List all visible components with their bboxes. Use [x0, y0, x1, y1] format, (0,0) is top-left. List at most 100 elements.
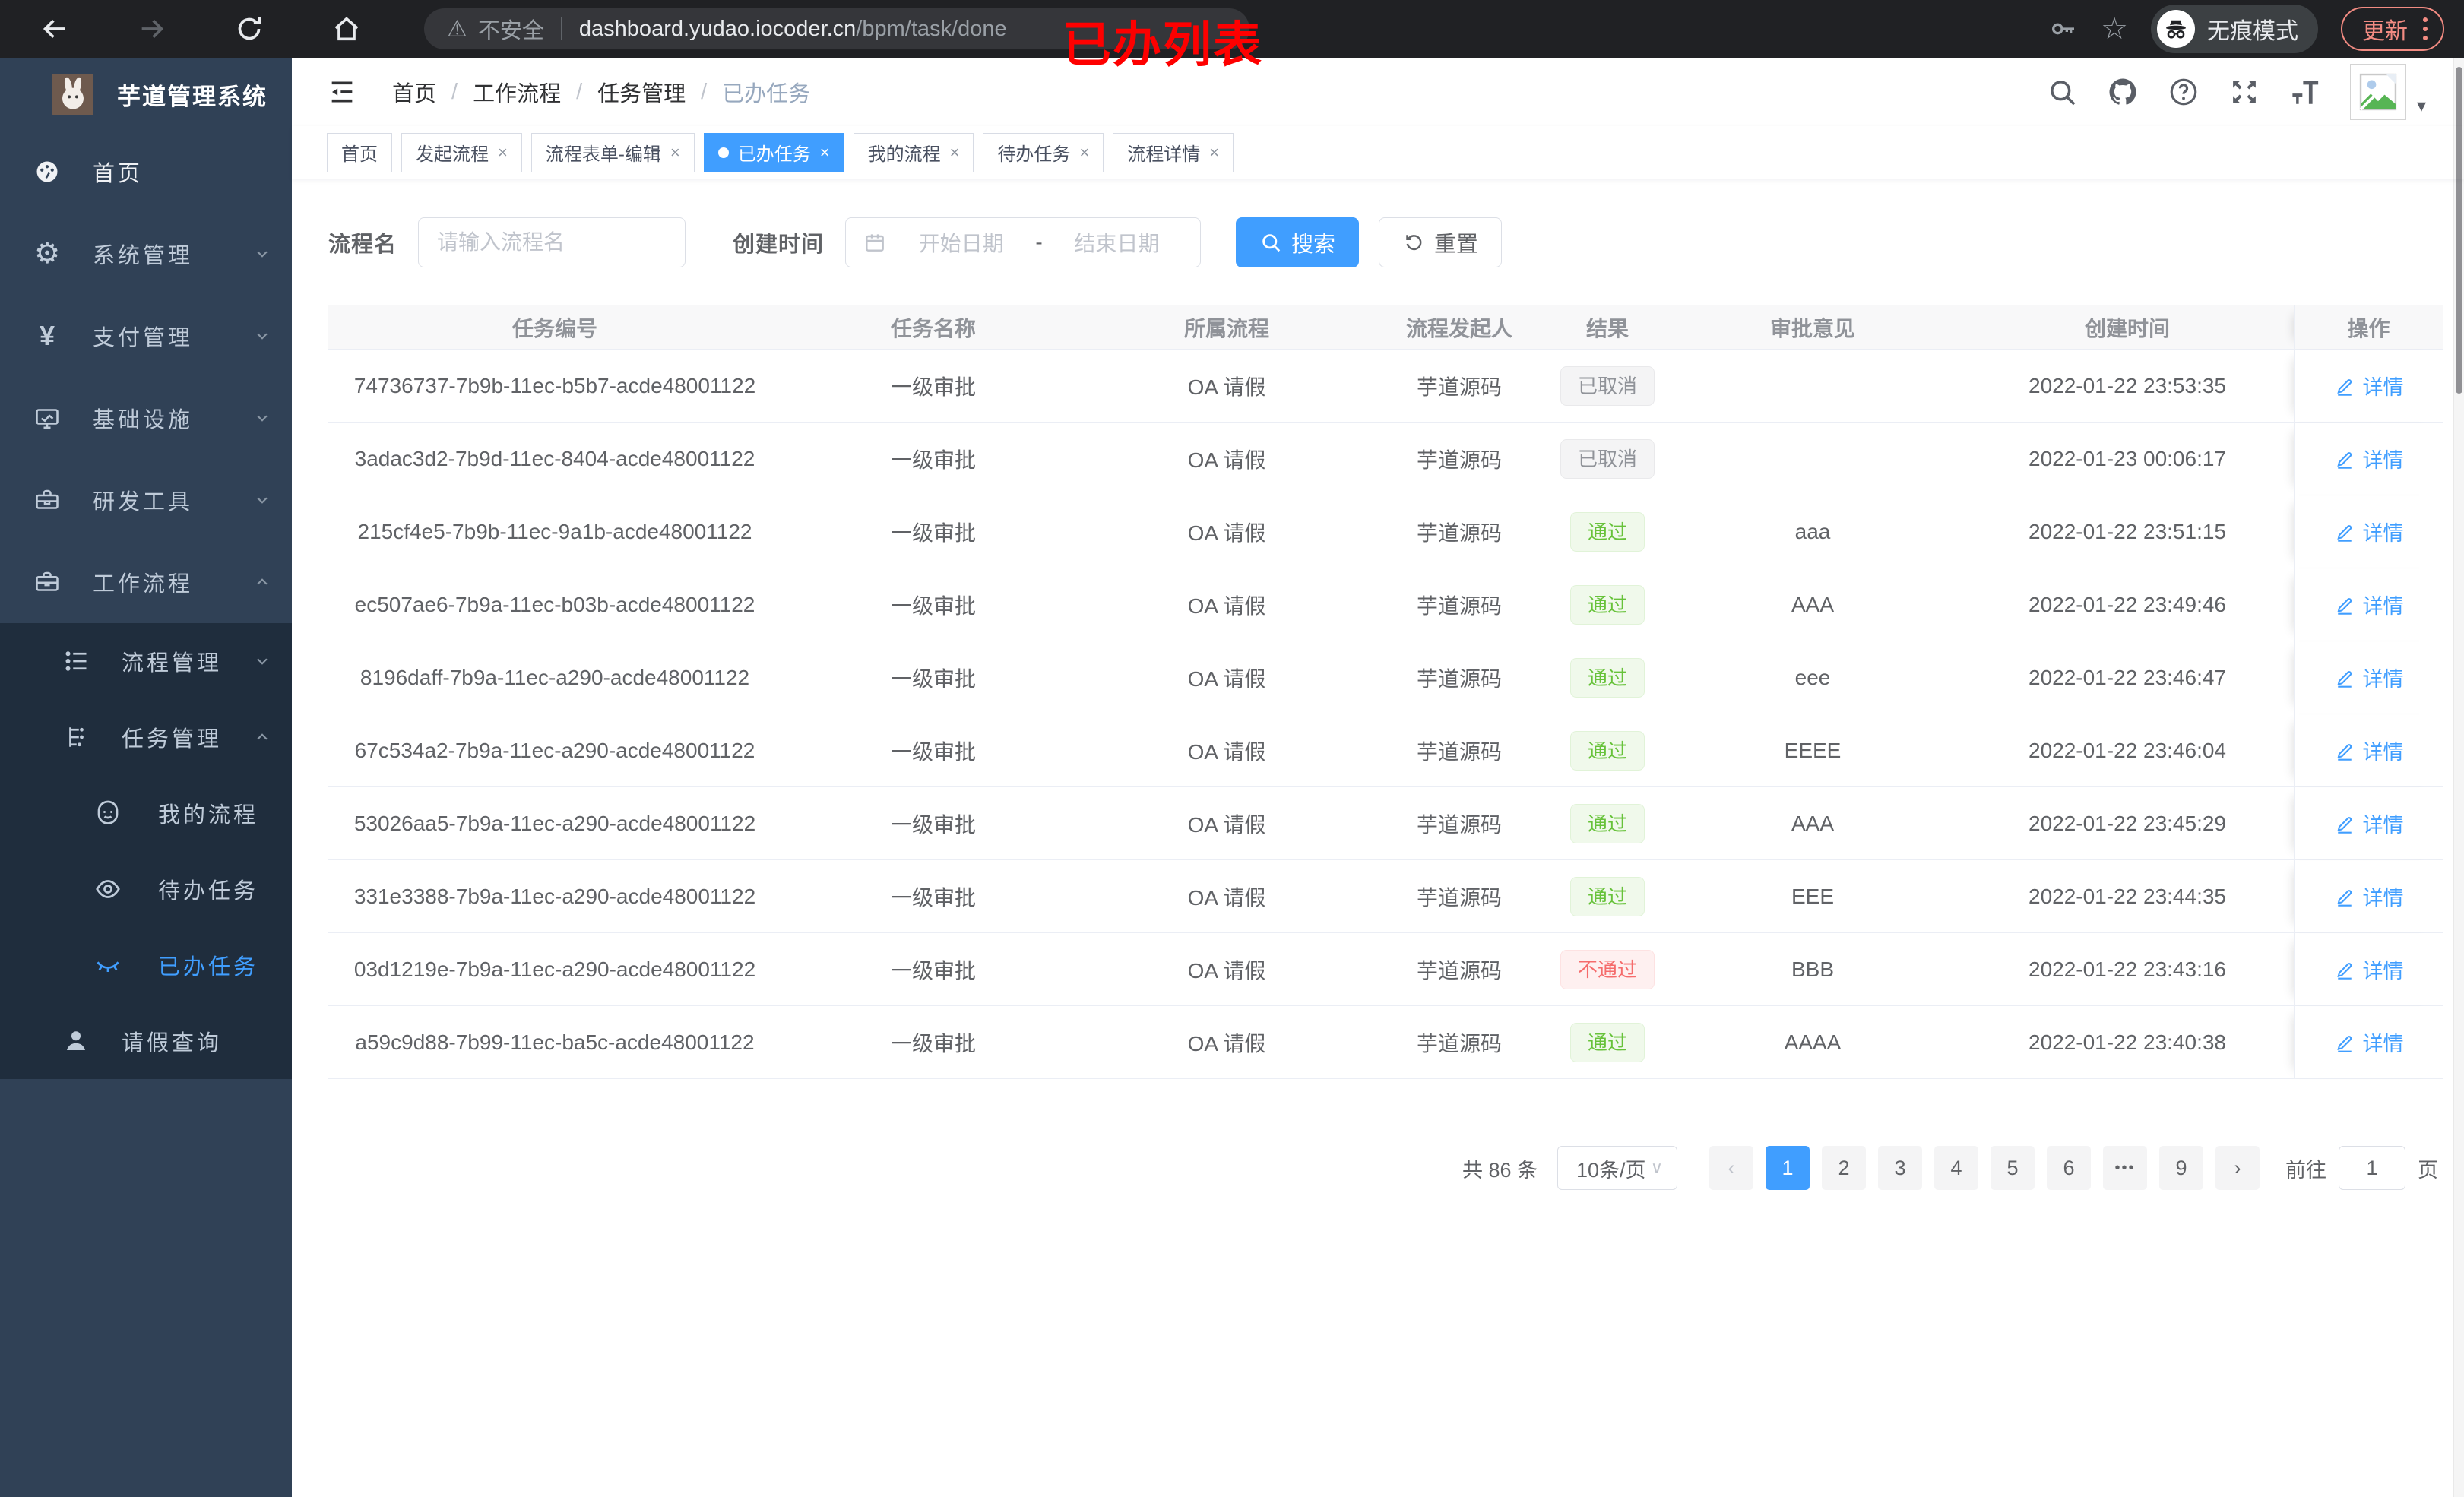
- browser-update-button[interactable]: 更新: [2341, 7, 2444, 51]
- sidebar-subitem[interactable]: 待办任务: [0, 851, 292, 927]
- chevron-down-icon: [252, 490, 272, 510]
- pagination-page-button[interactable]: 3: [1878, 1146, 1922, 1190]
- app-logo-row[interactable]: 芋道管理系统: [0, 58, 292, 131]
- detail-link[interactable]: 详情: [2334, 517, 2404, 546]
- pagination-page-button[interactable]: 6: [2047, 1146, 2091, 1190]
- detail-link[interactable]: 详情: [2334, 371, 2404, 400]
- yen-icon: ¥: [39, 320, 55, 351]
- goto-page-input[interactable]: [2339, 1146, 2405, 1190]
- user-icon: [59, 1027, 93, 1055]
- pagination-page-button[interactable]: 5: [1991, 1146, 2035, 1190]
- select-caret-icon: ∨: [1650, 1158, 1663, 1177]
- page-tab[interactable]: 已办任务 ×: [703, 132, 844, 172]
- browser-forward-button[interactable]: [128, 5, 176, 53]
- browser-home-button[interactable]: [322, 5, 371, 53]
- cell-process: OA 请假: [1187, 739, 1266, 764]
- security-label: 不安全: [477, 19, 544, 43]
- page-scrollbar[interactable]: [2453, 58, 2464, 1497]
- pagination-more-button[interactable]: •••: [2103, 1146, 2147, 1190]
- detail-link[interactable]: 详情: [2334, 881, 2404, 911]
- edit-pen-icon: [2334, 594, 2355, 616]
- pagination-page-button[interactable]: 1: [1766, 1146, 1810, 1190]
- avatar-broken-image: [2349, 64, 2406, 120]
- cell-result: 通过: [1550, 730, 1664, 771]
- sidebar-subitem[interactable]: 已办任务: [0, 927, 292, 1003]
- content: 流程名 创建时间 开始日期 - 结束日期 搜索 重置 任务编号 任务名称 所属流程 流…: [292, 217, 2464, 1190]
- pagination-page-button[interactable]: 9: [2159, 1146, 2203, 1190]
- pagination-page-button[interactable]: 2: [1822, 1146, 1866, 1190]
- user-menu[interactable]: ▾: [2349, 64, 2426, 120]
- sidebar-item[interactable]: 首页: [0, 131, 292, 213]
- pagination-next-button[interactable]: ›: [2215, 1146, 2260, 1190]
- cell-opinion: EEEE: [1784, 738, 1842, 762]
- detail-link[interactable]: 详情: [2334, 663, 2404, 692]
- github-icon[interactable]: [2107, 76, 2139, 108]
- cell-process: OA 请假: [1187, 1031, 1266, 1055]
- sidebar-item[interactable]: 研发工具: [0, 459, 292, 541]
- search-icon[interactable]: [2046, 76, 2078, 108]
- table-row: 8196daff-7b9a-11ec-a290-acde48001122 一级审批…: [328, 641, 2443, 714]
- cell-initiator: 芋道源码: [1416, 1031, 1502, 1055]
- search-button[interactable]: 搜索: [1236, 217, 1360, 267]
- sidebar-item[interactable]: ⚙ 系统管理: [0, 213, 292, 295]
- help-icon[interactable]: [2168, 76, 2200, 108]
- bookmark-star-icon[interactable]: ☆: [2101, 12, 2128, 46]
- eye-icon: [91, 875, 125, 903]
- sidebar-subitem[interactable]: 流程管理: [0, 623, 292, 699]
- pagination-prev-button[interactable]: ‹: [1709, 1146, 1753, 1190]
- address-bar[interactable]: ⚠ 不安全 dashboard.yudao.iocoder.cn/bpm/tas…: [424, 8, 1249, 49]
- detail-link[interactable]: 详情: [2334, 736, 2404, 765]
- main-area: 首页 / 工作流程 / 任务管理 / 已办任务: [292, 58, 2464, 1497]
- sidebar-subitem[interactable]: 请假查询: [0, 1003, 292, 1079]
- page-tab[interactable]: 待办任务 ×: [983, 132, 1104, 172]
- detail-link[interactable]: 详情: [2334, 954, 2404, 984]
- tab-close-icon[interactable]: ×: [819, 142, 830, 162]
- detail-link[interactable]: 详情: [2334, 809, 2404, 838]
- breadcrumb-workflow[interactable]: 工作流程: [473, 82, 562, 106]
- page-tab[interactable]: 流程详情 ×: [1113, 132, 1234, 172]
- tab-close-icon[interactable]: ×: [1209, 142, 1220, 162]
- pagination-page-button[interactable]: 4: [1934, 1146, 1978, 1190]
- detail-link[interactable]: 详情: [2334, 1027, 2404, 1057]
- fullscreen-icon[interactable]: [2228, 76, 2260, 108]
- monitor-icon: [30, 404, 64, 432]
- sidebar-item[interactable]: 基础设施: [0, 377, 292, 459]
- detail-link[interactable]: 详情: [2334, 590, 2404, 619]
- cell-initiator: 芋道源码: [1416, 958, 1502, 983]
- date-range-picker[interactable]: 开始日期 - 结束日期: [845, 217, 1202, 267]
- process-name-input[interactable]: [418, 217, 686, 267]
- cell-actions: 详情: [2294, 568, 2443, 641]
- tab-close-icon[interactable]: ×: [949, 142, 960, 162]
- browser-back-button[interactable]: [30, 5, 79, 53]
- cell-process: OA 请假: [1187, 593, 1266, 618]
- column-header: 审批意见: [1769, 316, 1855, 340]
- sidebar-subitem[interactable]: 任务管理: [0, 699, 292, 775]
- cell-result: 已取消: [1550, 366, 1664, 406]
- sidebar-item[interactable]: ¥ 支付管理: [0, 295, 292, 377]
- password-key-icon[interactable]: [2048, 14, 2078, 44]
- page-tab[interactable]: 流程表单-编辑 ×: [530, 132, 695, 172]
- incognito-badge: 无痕模式: [2151, 5, 2318, 53]
- reset-button[interactable]: 重置: [1379, 217, 1503, 267]
- breadcrumb-home[interactable]: 首页: [392, 82, 437, 106]
- page-size-select[interactable]: 10条/页 ∨: [1557, 1146, 1677, 1190]
- list-icon: [59, 647, 93, 675]
- font-size-icon[interactable]: [2289, 76, 2321, 108]
- sidebar-item[interactable]: 工作流程: [0, 541, 292, 623]
- browser-menu-icon[interactable]: [2423, 17, 2428, 40]
- page-tab[interactable]: 发起流程 ×: [401, 132, 522, 172]
- breadcrumb-task-mgmt[interactable]: 任务管理: [597, 82, 686, 106]
- page-tab[interactable]: 首页: [327, 132, 392, 172]
- cell-result: 不通过: [1550, 949, 1664, 989]
- tab-close-icon[interactable]: ×: [498, 142, 508, 162]
- sidebar-collapse-icon[interactable]: [327, 77, 357, 107]
- tab-close-icon[interactable]: ×: [670, 142, 680, 162]
- sidebar-subitem[interactable]: 我的流程: [0, 775, 292, 851]
- browser-reload-button[interactable]: [225, 5, 274, 53]
- column-header: 创建时间: [2084, 316, 2170, 340]
- detail-link[interactable]: 详情: [2334, 444, 2404, 473]
- page-tab[interactable]: 我的流程 ×: [853, 132, 974, 172]
- start-date-placeholder: 开始日期: [918, 232, 1004, 255]
- tab-close-icon[interactable]: ×: [1079, 142, 1090, 162]
- scrollbar-thumb[interactable]: [2456, 67, 2462, 394]
